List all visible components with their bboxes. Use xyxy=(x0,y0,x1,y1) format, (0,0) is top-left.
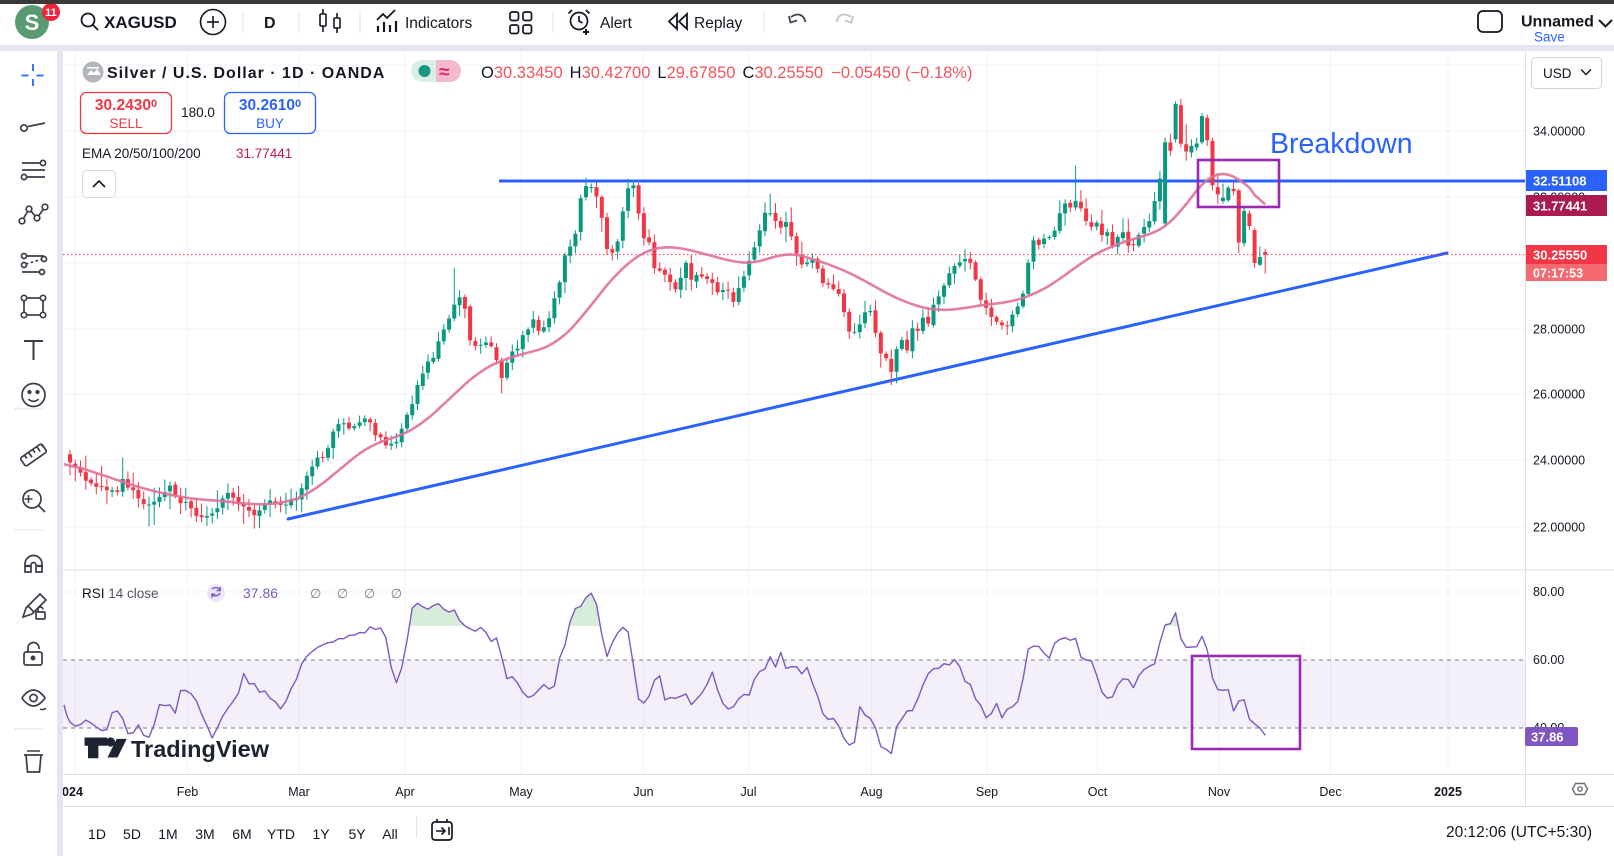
svg-text:26.00000: 26.00000 xyxy=(1533,388,1585,402)
svg-text:USD: USD xyxy=(1543,66,1572,81)
svg-text:TradingView: TradingView xyxy=(131,736,270,762)
svg-text:≈: ≈ xyxy=(439,62,450,83)
svg-text:37.86: 37.86 xyxy=(243,585,278,601)
svg-text:11: 11 xyxy=(45,7,57,19)
svg-text:31.77441: 31.77441 xyxy=(236,146,292,161)
svg-text:Jun: Jun xyxy=(633,785,653,799)
svg-text:Aug: Aug xyxy=(860,785,882,799)
svg-text:Alert: Alert xyxy=(600,15,633,32)
svg-text:2025: 2025 xyxy=(1434,785,1462,799)
svg-text:Mar: Mar xyxy=(288,785,310,799)
svg-text:Jul: Jul xyxy=(741,785,757,799)
svg-text:May: May xyxy=(509,785,533,799)
svg-text:24.00000: 24.00000 xyxy=(1533,454,1585,468)
svg-text:SELL: SELL xyxy=(109,116,143,131)
svg-text:Sep: Sep xyxy=(976,785,998,799)
svg-text:Feb: Feb xyxy=(177,785,199,799)
svg-text:Oct: Oct xyxy=(1088,785,1108,799)
svg-text:S: S xyxy=(25,10,40,35)
svg-text:28.00000: 28.00000 xyxy=(1533,323,1585,337)
svg-text:80.00: 80.00 xyxy=(1533,585,1564,599)
svg-text:22.00000: 22.00000 xyxy=(1533,521,1585,535)
svg-text:Indicators: Indicators xyxy=(405,15,472,32)
svg-text:180.0: 180.0 xyxy=(181,105,215,120)
svg-text:31.77441: 31.77441 xyxy=(1533,199,1587,214)
svg-text:34.00000: 34.00000 xyxy=(1533,125,1585,139)
svg-text:Save: Save xyxy=(1534,30,1565,45)
svg-text:60.00: 60.00 xyxy=(1533,653,1564,667)
svg-text:07:17:53: 07:17:53 xyxy=(1533,267,1583,281)
svg-text:Unnamed: Unnamed xyxy=(1521,14,1594,31)
svg-text:37.86: 37.86 xyxy=(1531,730,1564,745)
svg-text:∅ ∅ ∅ ∅: ∅ ∅ ∅ ∅ xyxy=(310,586,408,601)
svg-text:Replay: Replay xyxy=(694,15,742,32)
svg-text:Dec: Dec xyxy=(1319,785,1341,799)
svg-text:Nov: Nov xyxy=(1208,785,1231,799)
svg-text:Breakdown: Breakdown xyxy=(1270,128,1413,160)
svg-text:BUY: BUY xyxy=(256,116,284,131)
svg-text:RSI 14 close: RSI 14 close xyxy=(82,586,159,601)
svg-text:Silver / U.S. Dollar · 1D · OA: Silver / U.S. Dollar · 1D · OANDA xyxy=(107,65,385,82)
svg-text:XAGUSD: XAGUSD xyxy=(104,13,177,32)
svg-text:30.26100: 30.26100 xyxy=(239,97,301,114)
svg-text:D: D xyxy=(264,15,276,32)
svg-text:Apr: Apr xyxy=(395,785,414,799)
svg-text:30.25550: 30.25550 xyxy=(1533,248,1587,263)
svg-text:2024: 2024 xyxy=(63,785,83,799)
svg-text:EMA 20/50/100/200: EMA 20/50/100/200 xyxy=(82,146,201,161)
svg-text:30.24300: 30.24300 xyxy=(95,97,157,114)
svg-text:32.51108: 32.51108 xyxy=(1533,174,1587,189)
